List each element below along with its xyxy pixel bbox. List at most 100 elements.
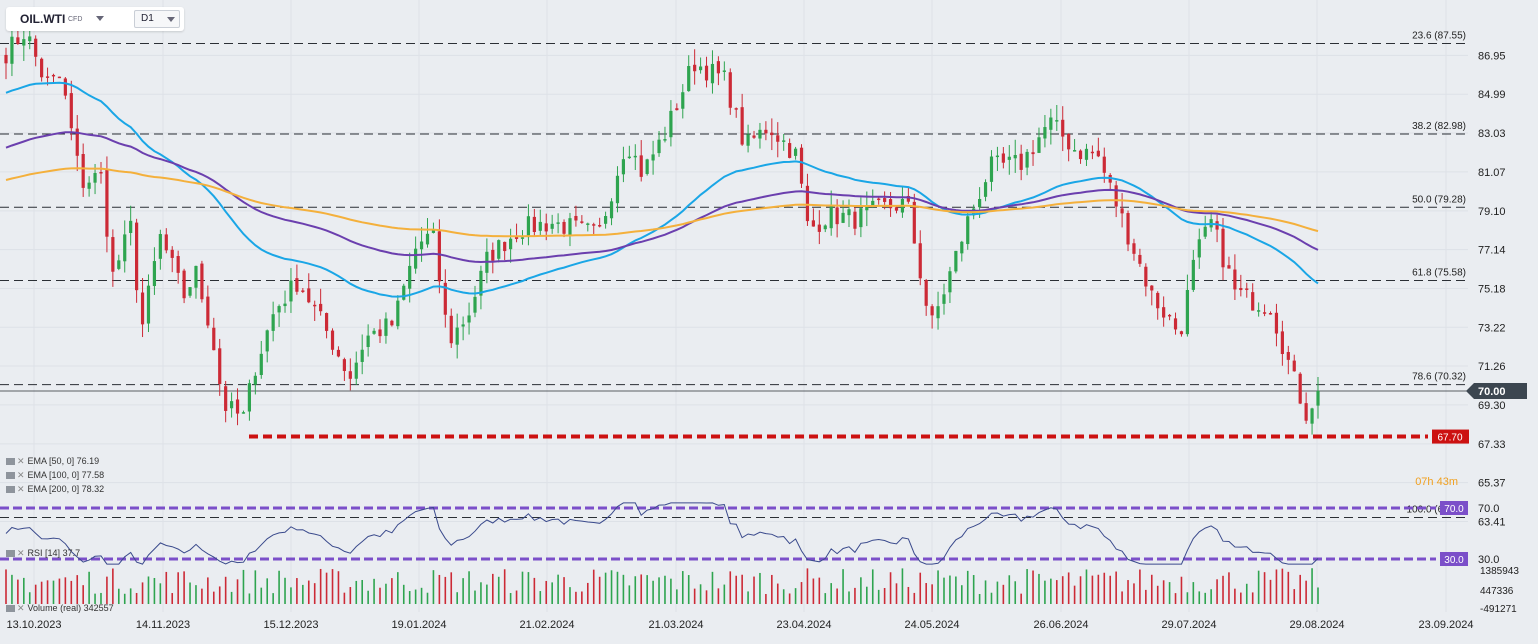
indicator-ema100-label: EMA [100, 0] (27, 470, 80, 480)
volume-bar (1073, 585, 1076, 604)
indicator-ema100[interactable]: ✕ EMA [100, 0] 77.58 (6, 470, 104, 481)
candle-body (888, 199, 893, 209)
candle-body (592, 224, 596, 226)
settings-icon[interactable] (6, 486, 15, 493)
candle-body (698, 66, 703, 71)
candle-body (871, 200, 875, 206)
volume-bar (165, 571, 168, 604)
volume-bar (646, 575, 648, 604)
candle-body (859, 208, 863, 228)
symbol-dropdown-icon[interactable] (96, 16, 104, 21)
volume-bar (189, 582, 191, 604)
candle-body (408, 265, 412, 289)
indicator-ema50[interactable]: ✕ EMA [50, 0] 76.19 (6, 456, 99, 467)
candle-body (995, 155, 1000, 158)
volume-bar (153, 577, 156, 604)
candle-body (1055, 120, 1059, 122)
close-icon[interactable]: ✕ (17, 603, 25, 613)
volume-bar (1067, 572, 1070, 604)
candle-body (657, 139, 661, 154)
candle-body (277, 306, 281, 313)
candle-body (69, 93, 73, 129)
candle-body (906, 195, 910, 202)
volume-bar (741, 574, 743, 604)
candle-body (877, 198, 881, 201)
volume-bar (1044, 580, 1046, 604)
volume-bar (1257, 570, 1260, 604)
symbol-toolbar: OIL.WTI CFD D1 (6, 7, 184, 31)
candle-body (212, 327, 216, 351)
candle-body (57, 76, 62, 79)
settings-icon[interactable] (6, 472, 15, 479)
volume-bar (1079, 576, 1082, 604)
close-icon[interactable]: ✕ (17, 484, 25, 494)
support-price-tag (1432, 429, 1469, 444)
volume-bar (509, 592, 512, 604)
candle-body (111, 237, 115, 272)
candle-body (1025, 151, 1029, 168)
close-icon[interactable]: ✕ (17, 456, 25, 466)
candle-body (710, 63, 715, 84)
fib-level-label: 78.6 (70.32) (1412, 372, 1466, 383)
candle-body (491, 249, 495, 261)
candlestick-series[interactable] (4, 21, 1320, 435)
candle-body (170, 249, 174, 258)
candle-body (740, 107, 744, 145)
volume-bar (771, 574, 773, 604)
candle-body (556, 222, 560, 224)
volume-bar (183, 571, 185, 604)
candle-body (396, 300, 400, 327)
volume-bar (46, 580, 49, 604)
indicator-rsi[interactable]: ✕ RSI [14] 37.7 (6, 548, 80, 559)
candle-body (449, 315, 453, 344)
candle-body (805, 185, 810, 222)
settings-icon[interactable] (6, 550, 15, 557)
indicator-volume[interactable]: ✕ Volume (real) 342557 (6, 603, 114, 614)
volume-bar (539, 591, 542, 604)
candle-body (1126, 213, 1130, 245)
candle-body (663, 139, 667, 141)
volume-bar (515, 590, 518, 604)
candle-body (1078, 150, 1083, 160)
settings-icon[interactable] (6, 458, 15, 465)
candle-body (675, 108, 679, 111)
candle-body (514, 236, 519, 239)
price-axis-label: 81.07 (1478, 167, 1506, 179)
candle-body (1072, 150, 1077, 152)
volume-bar (693, 588, 696, 604)
volume-bar (1038, 573, 1040, 604)
timeframe-select[interactable]: D1 (134, 10, 180, 28)
candle-body (983, 182, 988, 197)
volume-bar (462, 578, 464, 604)
volume-bar (207, 577, 209, 604)
volume-bar (723, 584, 726, 604)
volume-bar (877, 589, 880, 604)
volume-bar (972, 575, 975, 604)
settings-icon[interactable] (6, 605, 15, 612)
indicator-rsi-label: RSI [14] (27, 548, 61, 558)
volume-bar (242, 569, 245, 604)
volume-bar (676, 589, 678, 604)
rsi-upper-tag (1440, 501, 1468, 515)
candle-body (10, 36, 14, 64)
candle-body (224, 386, 228, 411)
candle-body (817, 224, 821, 232)
price-axis-label: 84.99 (1478, 89, 1506, 101)
candle-body (960, 241, 964, 254)
candle-body (1031, 152, 1035, 155)
candle-body (301, 290, 305, 292)
volume-bar (1186, 592, 1189, 604)
symbol-name[interactable]: OIL.WTI (20, 12, 66, 26)
indicator-ema200[interactable]: ✕ EMA [200, 0] 78.32 (6, 484, 104, 495)
volume-bar (699, 584, 702, 604)
close-icon[interactable]: ✕ (17, 470, 25, 480)
candle-body (1310, 408, 1314, 424)
candle-body (526, 216, 531, 238)
candle-body (1067, 134, 1071, 150)
candle-body (598, 225, 602, 227)
volume-bar (5, 569, 7, 604)
close-icon[interactable]: ✕ (17, 548, 25, 558)
current-price-label: 70.00 (1478, 386, 1506, 398)
candle-body (1013, 154, 1017, 159)
